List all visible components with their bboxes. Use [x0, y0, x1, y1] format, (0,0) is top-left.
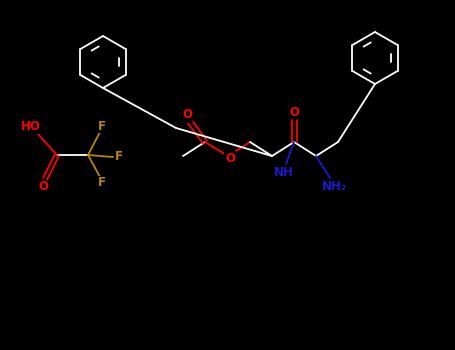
Text: F: F	[115, 150, 123, 163]
Text: O: O	[182, 108, 192, 121]
Text: F: F	[98, 119, 106, 133]
Text: HO: HO	[21, 120, 41, 133]
Text: O: O	[225, 152, 235, 164]
Text: NH: NH	[274, 166, 294, 178]
Text: NH₂: NH₂	[322, 180, 347, 193]
Text: F: F	[98, 176, 106, 189]
Text: O: O	[289, 105, 299, 119]
Text: O: O	[38, 181, 48, 194]
